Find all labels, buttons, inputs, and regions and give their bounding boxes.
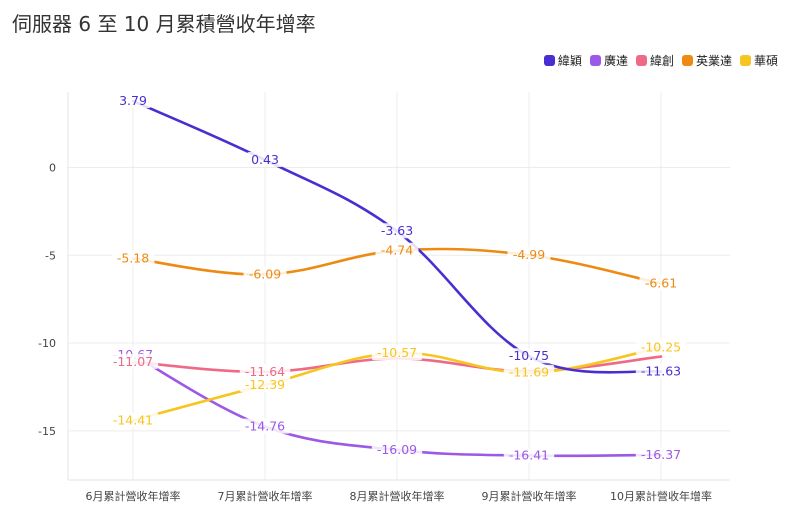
data-label: -10.57 (377, 345, 417, 360)
legend-label: 緯穎 (557, 54, 582, 68)
data-label: -6.09 (249, 266, 281, 281)
data-label-bg (503, 364, 555, 380)
legend: 緯穎 廣達 緯創 英業達 華碩 (543, 52, 778, 69)
x-tick-label: 7月累計營收年增率 (218, 489, 313, 503)
data-label: -4.74 (381, 243, 413, 258)
x-tick-label: 6月累計營收年增率 (86, 489, 181, 503)
chart-title: 伺服器 6 至 10 月累積營收年增率 (12, 12, 316, 36)
y-tick-label: 0 (49, 161, 56, 174)
data-label: -14.76 (245, 419, 285, 434)
data-label: -6.61 (645, 276, 677, 291)
legend-item-wistron[interactable]: 緯創 (635, 52, 674, 69)
data-label-bg (371, 441, 423, 457)
data-label-bg (503, 348, 555, 364)
legend-swatch (739, 55, 751, 66)
data-label-bg (247, 151, 283, 167)
data-label-bg (239, 418, 291, 434)
legend-item-inventec[interactable]: 英業達 (681, 52, 732, 69)
legend-label: 華碩 (753, 54, 778, 68)
data-label: -11.69 (509, 365, 549, 380)
data-label: -5.18 (117, 250, 149, 265)
data-label-bg (503, 447, 555, 463)
legend-swatch (681, 55, 693, 66)
data-label: -16.41 (509, 448, 549, 463)
data-label: -10.75 (509, 348, 549, 363)
data-label: -16.37 (641, 447, 681, 462)
data-label-bg (375, 242, 419, 258)
legend-label: 緯創 (649, 54, 674, 68)
data-label-bg (239, 377, 291, 393)
data-label: -14.41 (113, 412, 153, 427)
data-label: -4.99 (513, 247, 545, 262)
data-label-bg (107, 353, 159, 369)
y-tick-label: -5 (45, 249, 56, 262)
data-label-bg (639, 275, 683, 291)
legend-label: 廣達 (603, 54, 628, 68)
x-tick-label: 8月累計營收年增率 (350, 489, 445, 503)
data-label: -16.09 (377, 442, 417, 457)
legend-label: 英業達 (695, 54, 732, 68)
data-label-bg (239, 363, 291, 379)
data-label-bg (371, 345, 423, 361)
data-label-bg (507, 247, 551, 263)
data-label-bg (243, 266, 287, 282)
data-label: -10.25 (641, 339, 681, 354)
data-label: 3.79 (119, 93, 147, 108)
data-label-bg (635, 339, 687, 355)
data-label: -11.07 (113, 354, 153, 369)
data-label: 0.43 (251, 152, 279, 167)
data-label: -12.39 (245, 377, 285, 392)
data-label-bg (107, 412, 159, 428)
legend-swatch (543, 55, 555, 66)
x-tick-label: 9月累計營收年增率 (482, 489, 577, 503)
data-label: -3.63 (381, 223, 413, 238)
legend-item-asus[interactable]: 華碩 (739, 52, 778, 69)
legend-item-wiwynn[interactable]: 緯穎 (543, 52, 582, 69)
data-label-bg (635, 363, 687, 379)
legend-item-quanta[interactable]: 廣達 (589, 52, 628, 69)
legend-swatch (635, 55, 647, 66)
data-label-bg (115, 92, 151, 108)
y-tick-label: -10 (38, 337, 56, 350)
data-label: -11.64 (245, 364, 285, 379)
data-label-bg (635, 446, 687, 462)
data-label-bg (375, 223, 419, 239)
data-label: -11.63 (641, 364, 681, 379)
x-tick-label: 10月累計營收年增率 (610, 489, 712, 503)
data-label-bg (111, 250, 155, 266)
y-tick-label: -15 (38, 425, 56, 438)
legend-swatch (589, 55, 601, 66)
